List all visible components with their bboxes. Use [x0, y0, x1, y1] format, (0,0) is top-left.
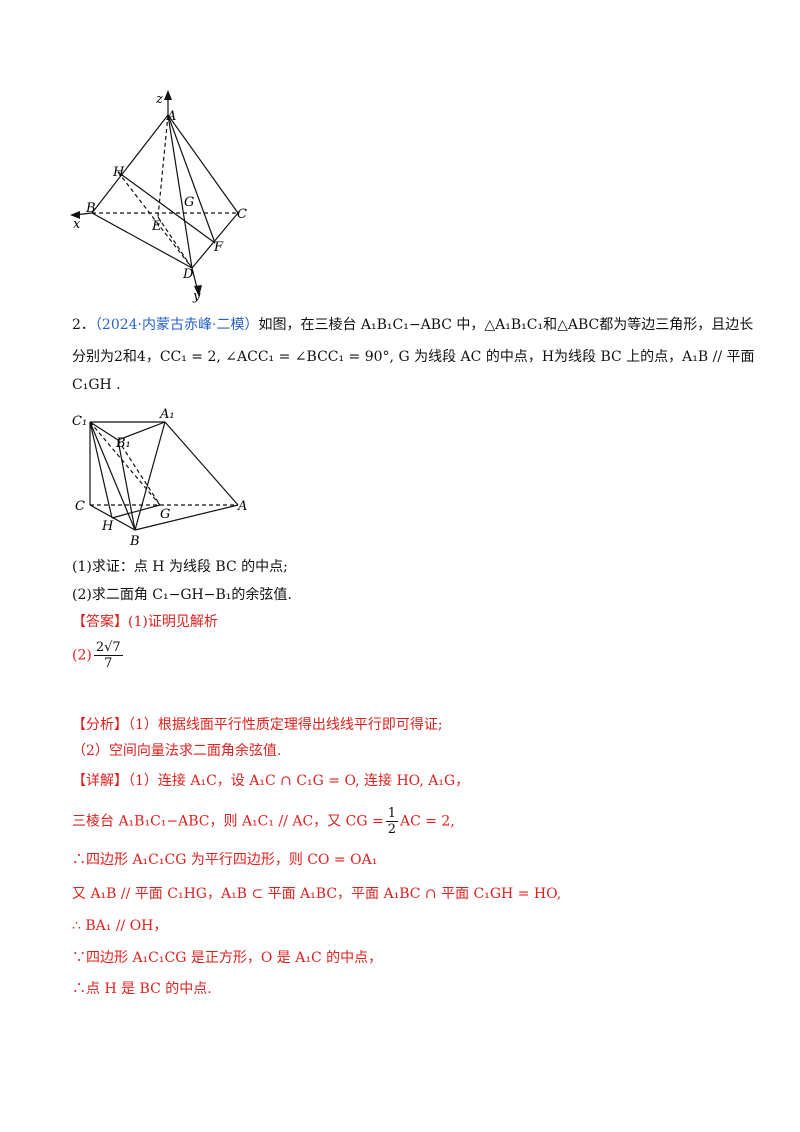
label: B: [129, 534, 140, 549]
detail-text: AC = 2,: [399, 813, 455, 830]
label: F: [213, 240, 224, 255]
detail-line: 【详解】（1）连接 A₁C，设 A₁C ∩ C₁G = O, 连接 HO, A₁…: [72, 773, 470, 789]
label: D: [182, 267, 194, 282]
label: H: [112, 165, 125, 180]
label: E: [151, 219, 162, 234]
detail-line: 又 A₁B // 平面 C₁HG，A₁B ⊂ 平面 A₁BC，平面 A₁BC ∩…: [72, 886, 562, 902]
label: y: [192, 289, 201, 304]
label: B: [85, 201, 96, 216]
label: A₁: [159, 407, 175, 422]
denominator: 2: [387, 822, 396, 837]
question: (2)求二面角 C₁−GH−B₁的余弦值.: [72, 587, 292, 603]
problem-line: 2．（2024·内蒙古赤峰·二模）如图，在三棱台 A₁B₁C₁−ABC 中，△A…: [72, 314, 753, 334]
detail-line: ∴四边形 A₁C₁CG 为平行四边形，则 CO = OA₁: [72, 852, 378, 868]
label: G: [184, 195, 194, 210]
numerator: 1: [385, 806, 398, 822]
detail-line: ∴ BA₁ // OH，: [72, 918, 168, 934]
label: C: [237, 207, 247, 222]
figure-2: C₁ A₁ B₁ C A G H B: [72, 407, 247, 549]
answer: 【答案】(1)证明见解析: [72, 611, 218, 631]
problem-number: 2．: [72, 317, 95, 333]
label: G: [160, 507, 170, 522]
denominator: 7: [104, 656, 113, 671]
problem-line: 分别为2和4，CC₁ = 2, ∠ACC₁ = ∠BCC₁ = 90°, G 为…: [72, 349, 755, 365]
detail-line: ∴点 H 是 BC 的中点.: [72, 981, 212, 997]
answer-label: (2): [72, 647, 92, 664]
detail-line: ∵四边形 A₁C₁CG 是正方形，O 是 A₁C 的中点，: [72, 950, 383, 966]
label: H: [101, 519, 114, 534]
analysis-line: 【分析】（1）根据线面平行性质定理得出线线平行即可得证;: [72, 717, 443, 733]
detail-text: 三棱台 A₁B₁C₁−ABC，则 A₁C₁ // AC，又 CG =: [72, 813, 384, 830]
label: A: [237, 499, 247, 514]
label: x: [73, 217, 81, 232]
problem-text: 如图，在三棱台 A₁B₁C₁−ABC 中，△A₁B₁C₁和△ABC都为等边三角形…: [258, 317, 754, 333]
answer-part1: (1)证明见解析: [128, 614, 218, 630]
label: z: [155, 92, 163, 107]
fraction: 2√7 7: [93, 640, 123, 671]
question: (1)求证：点 H 为线段 BC 的中点;: [72, 559, 288, 575]
problem-line: C₁GH .: [72, 377, 121, 393]
answer-tag: 【答案】: [72, 614, 128, 630]
problem-source: （2024·内蒙古赤峰·二模）: [94, 317, 259, 333]
label: C: [75, 499, 85, 514]
label: A: [166, 109, 176, 124]
answer-part2: (2) 2√7 7: [72, 640, 125, 671]
figure-1: z A H G B C x E F D y: [70, 90, 247, 304]
numerator: 2√7: [93, 640, 123, 656]
label: B₁: [115, 436, 131, 451]
analysis-line: （2）空间向量法求二面角余弦值.: [72, 743, 282, 759]
label: C₁: [72, 414, 87, 429]
detail-line: 三棱台 A₁B₁C₁−ABC，则 A₁C₁ // AC，又 CG = 1 2 AC =…: [72, 806, 455, 837]
